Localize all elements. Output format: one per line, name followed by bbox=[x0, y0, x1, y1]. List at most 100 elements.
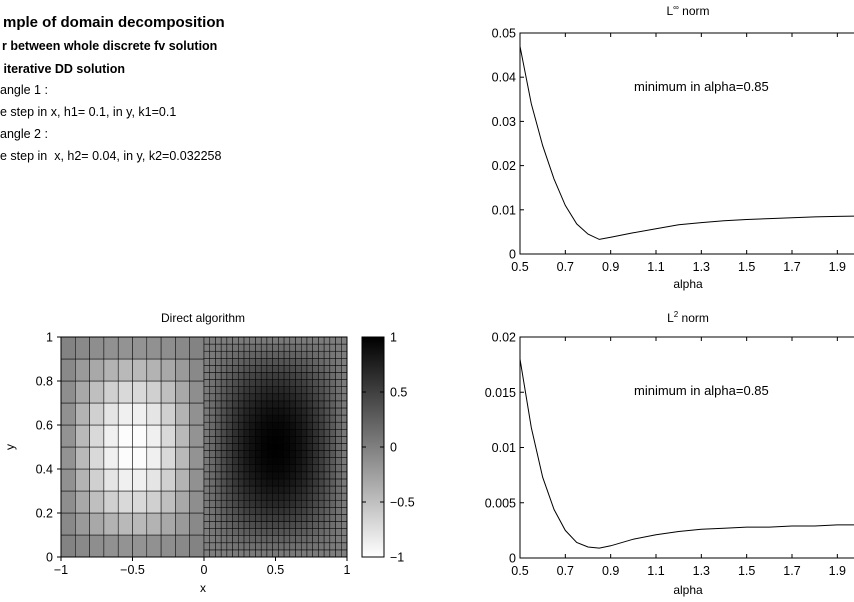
heatmap-cell bbox=[238, 457, 245, 465]
heatmap-cell bbox=[329, 450, 336, 458]
heatmap-cell bbox=[260, 350, 268, 359]
heatmap-cell bbox=[278, 414, 285, 423]
description-line-bold-2: iterative DD solution bbox=[0, 62, 125, 76]
heatmap-cell bbox=[226, 471, 233, 480]
heatmap-cell bbox=[278, 542, 285, 551]
heatmap-cell bbox=[312, 407, 319, 416]
heatmap-cell bbox=[318, 343, 325, 352]
heatmap-cell bbox=[289, 499, 296, 508]
heatmap-cell bbox=[266, 393, 273, 402]
heatmap-cell bbox=[312, 393, 319, 402]
heatmap-cell bbox=[215, 507, 222, 515]
heatmap-cell bbox=[306, 443, 313, 451]
heatmap-cell bbox=[226, 499, 233, 508]
heatmap-cell bbox=[341, 549, 348, 558]
heatmap-cell bbox=[160, 358, 176, 382]
heatmap-cell bbox=[335, 450, 342, 458]
heatmap-cell bbox=[255, 386, 262, 395]
heatmap-cell bbox=[220, 485, 228, 494]
heatmap-cell bbox=[215, 485, 222, 494]
heatmap-cell bbox=[243, 542, 251, 551]
heatmap-cell bbox=[220, 379, 228, 387]
heatmap-cell bbox=[203, 450, 210, 458]
heatmap-cell bbox=[243, 436, 251, 444]
heatmap-cell bbox=[300, 499, 308, 508]
heatmap-cell bbox=[132, 402, 148, 426]
heatmap-cell bbox=[117, 380, 133, 404]
heatmap-cell bbox=[243, 478, 251, 487]
heatmap-cell bbox=[203, 421, 210, 430]
heatmap-cell bbox=[323, 372, 331, 380]
heatmap-cell bbox=[323, 457, 331, 465]
heatmap-cell bbox=[329, 478, 336, 487]
heatmap-cell bbox=[323, 350, 331, 359]
heatmap-cell bbox=[209, 492, 216, 501]
heatmap-cell bbox=[300, 514, 308, 522]
heatmap-cell bbox=[318, 478, 325, 487]
heatmap-cell bbox=[209, 358, 216, 366]
heatmap-cell bbox=[289, 485, 296, 494]
heatmap-cell bbox=[272, 471, 279, 480]
heatmap-cell bbox=[209, 485, 216, 494]
heatmap-cell bbox=[260, 443, 268, 451]
heatmap-cell bbox=[89, 512, 105, 536]
heatmap-cell bbox=[295, 386, 302, 395]
heatmap-cell bbox=[329, 429, 336, 437]
heatmap-cell bbox=[295, 358, 302, 366]
heatmap-cell bbox=[278, 393, 285, 402]
heatmap-cell bbox=[300, 386, 308, 395]
heatmap-cell bbox=[266, 429, 273, 437]
heatmap-cell bbox=[312, 436, 319, 444]
direct-x-axis-label: x bbox=[200, 581, 206, 595]
heatmap-cell bbox=[318, 457, 325, 465]
heatmap-cell bbox=[249, 443, 256, 451]
heatmap-cell bbox=[323, 343, 331, 352]
heatmap-cell bbox=[306, 528, 313, 536]
heatmap-cell bbox=[260, 436, 268, 444]
heatmap-cell bbox=[329, 379, 336, 387]
direct-y-axis-label: y bbox=[3, 444, 17, 450]
heatmap-cell bbox=[60, 336, 76, 360]
heatmap-cell bbox=[300, 436, 308, 444]
heatmap-cell bbox=[329, 414, 336, 423]
heatmap-cell bbox=[189, 380, 205, 404]
heatmap-cell bbox=[238, 450, 245, 458]
heatmap-cell bbox=[306, 414, 313, 423]
heatmap-cell bbox=[215, 350, 222, 359]
heatmap-cell bbox=[103, 424, 119, 448]
heatmap-cell bbox=[289, 407, 296, 416]
heatmap-cell bbox=[243, 528, 251, 536]
heatmap-cell bbox=[278, 379, 285, 387]
heatmap-cell bbox=[146, 358, 162, 382]
heatmap-cell bbox=[249, 343, 256, 352]
heatmap-cell bbox=[203, 471, 210, 480]
heatmap-cell bbox=[266, 514, 273, 522]
colorbar: 1 0.5 0 −0.5 −1 bbox=[361, 331, 415, 565]
heatmap-cell bbox=[226, 365, 233, 373]
heatmap-cell bbox=[232, 421, 239, 430]
heatmap-cell bbox=[312, 549, 319, 558]
heatmap-cell bbox=[249, 514, 256, 522]
heatmap-cell bbox=[220, 386, 228, 395]
heatmap-cell bbox=[243, 471, 251, 480]
heatmap-cell bbox=[255, 372, 262, 380]
heatmap-cell bbox=[215, 471, 222, 480]
linf-series-line bbox=[519, 46, 854, 240]
heatmap-cell bbox=[306, 485, 313, 494]
heatmap-cell bbox=[75, 446, 90, 470]
heatmap-cell bbox=[341, 407, 348, 416]
heatmap-cell bbox=[249, 365, 256, 373]
heatmap-cell bbox=[272, 542, 279, 551]
heatmap-cell bbox=[146, 380, 162, 404]
heatmap-cell bbox=[306, 436, 313, 444]
heatmap-cell bbox=[306, 464, 313, 473]
heatmap-cell bbox=[323, 421, 331, 430]
heatmap-cell bbox=[329, 393, 336, 402]
heatmap-cell bbox=[249, 393, 256, 402]
heatmap-cell bbox=[255, 414, 262, 423]
heatmap-cell bbox=[329, 350, 336, 359]
heatmap-cell bbox=[215, 336, 222, 345]
heatmap-cell bbox=[215, 457, 222, 465]
description-line-3: angle 2 : bbox=[0, 127, 48, 141]
heatmap-cell bbox=[232, 386, 239, 395]
